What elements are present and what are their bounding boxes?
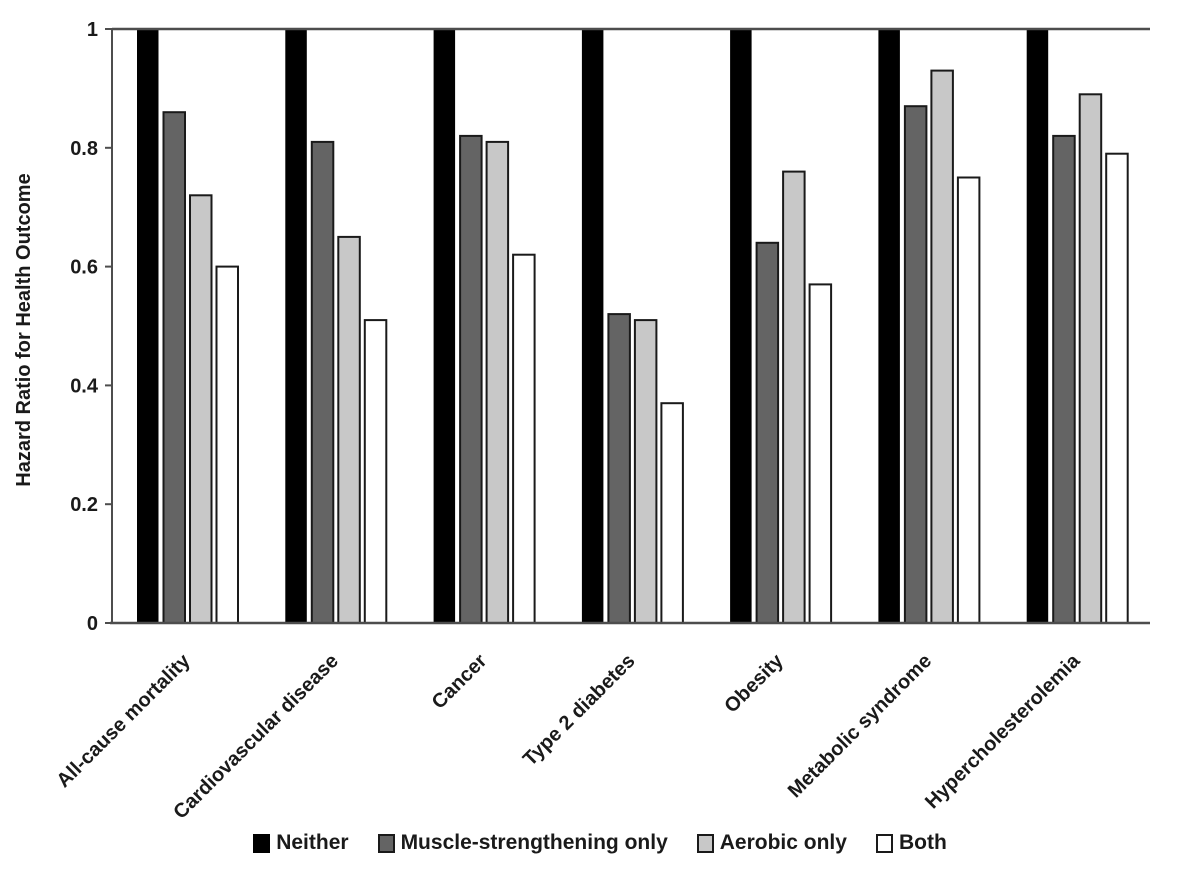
bar-aerobic-only-obesity: [782, 170, 806, 624]
bar-both-all-cause-mortality: [215, 265, 239, 624]
legend-label-muscle-strengthening-only: Muscle-strengthening only: [400, 831, 668, 854]
legend-swatch-aerobic-only: [696, 833, 714, 853]
x-category-label-obesity: Obesity: [720, 649, 788, 717]
bar-muscle-strengthening-only-type-2-diabetes: [607, 313, 631, 624]
bar-neither-obesity: [730, 29, 752, 623]
bar-neither-cardiovascular-disease: [285, 29, 307, 623]
bar-both-obesity: [808, 283, 833, 624]
bar-muscle-strengthening-only-hypercholesterolemia: [1052, 134, 1076, 624]
bar-neither-cancer: [433, 29, 456, 623]
legend-item-neither: Neither: [253, 831, 349, 855]
y-axis-title: Hazard Ratio for Health Outcome: [13, 173, 35, 486]
bar-both-hypercholesterolemia: [1105, 152, 1129, 624]
legend-item-muscle-strengthening-only: Muscle-strengthening only: [377, 831, 668, 855]
bar-muscle-strengthening-only-all-cause-mortality: [162, 111, 186, 624]
bar-aerobic-only-all-cause-mortality: [189, 194, 213, 625]
x-category-label-all-cause-mortality: All-cause mortality: [53, 649, 196, 792]
bar-aerobic-only-cancer: [485, 140, 510, 624]
x-category-label-hypercholesterolemia: Hypercholesterolemia: [921, 649, 1085, 813]
bar-muscle-strengthening-only-cancer: [459, 134, 483, 624]
legend-item-both: Both: [875, 831, 947, 855]
legend-label-neither: Neither: [276, 831, 349, 854]
legend-swatch-muscle-strengthening-only: [377, 833, 395, 853]
legend-swatch-both: [875, 833, 893, 853]
y-tick-label-1: 1: [87, 19, 98, 41]
bar-neither-hypercholesterolemia: [1026, 29, 1049, 623]
bar-aerobic-only-metabolic-syndrome: [930, 69, 954, 625]
y-tick-label-0.4: 0.4: [70, 375, 99, 397]
bar-both-metabolic-syndrome: [956, 176, 981, 624]
bar-aerobic-only-hypercholesterolemia: [1078, 93, 1103, 625]
bar-neither-metabolic-syndrome: [878, 29, 900, 623]
bar-neither-all-cause-mortality: [137, 29, 159, 623]
bar-muscle-strengthening-only-obesity: [755, 241, 780, 625]
chart-legend: Neither Muscle-strengthening only Aerobic …: [0, 831, 1200, 855]
bar-neither-type-2-diabetes: [581, 29, 604, 623]
bar-both-cardiovascular-disease: [363, 319, 388, 624]
y-tick-label-0.6: 0.6: [70, 257, 98, 279]
legend-label-both: Both: [898, 831, 947, 854]
bar-muscle-strengthening-only-metabolic-syndrome: [903, 105, 928, 624]
bar-aerobic-only-cardiovascular-disease: [337, 235, 361, 624]
bar-muscle-strengthening-only-cardiovascular-disease: [310, 140, 335, 624]
x-category-label-metabolic-syndrome: Metabolic syndrome: [784, 650, 936, 802]
legend-swatch-neither: [253, 833, 271, 853]
x-category-label-cardiovascular-disease: Cardiovascular disease: [169, 650, 343, 824]
y-tick-label-0.8: 0.8: [70, 138, 98, 160]
y-tick-label-0: 0: [87, 613, 98, 635]
bar-both-type-2-diabetes: [660, 402, 684, 625]
bar-both-cancer: [512, 253, 536, 624]
x-category-label-cancer: Cancer: [428, 650, 492, 714]
legend-item-aerobic-only: Aerobic only: [696, 831, 847, 855]
x-category-label-type-2-diabetes: Type 2 diabetes: [519, 650, 640, 771]
bar-aerobic-only-type-2-diabetes: [633, 319, 658, 624]
y-tick-label-0.2: 0.2: [70, 494, 98, 516]
legend-label-aerobic-only: Aerobic only: [719, 831, 847, 854]
